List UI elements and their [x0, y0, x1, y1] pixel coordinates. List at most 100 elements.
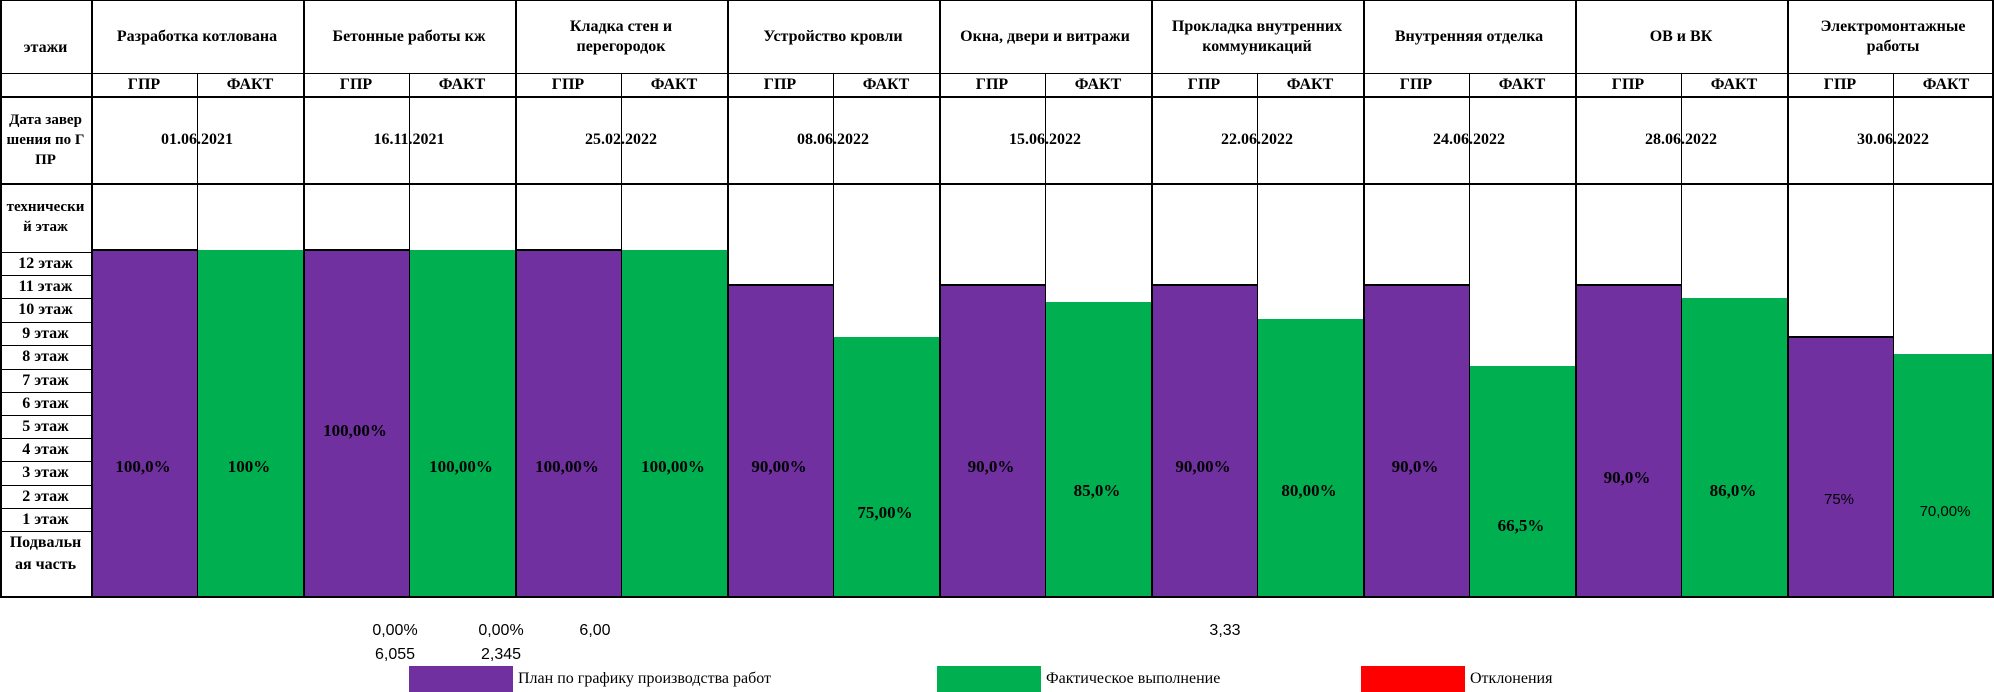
grid-line [1787, 0, 1789, 596]
fact-value-label: 85,0% [1073, 481, 1121, 500]
fact-header: ФАКТ [1710, 75, 1758, 93]
plan-header: ГПР [339, 75, 373, 93]
fact-value-label: 100,00% [429, 457, 493, 476]
grid-line [0, 252, 91, 253]
fact-header: ФАКТ [1074, 75, 1122, 93]
floor-label: 3 этаж [22, 464, 69, 481]
plan-bar [515, 250, 621, 596]
floor-label: 1 этаж [22, 511, 69, 528]
grid-line [1257, 73, 1258, 596]
bar-top-line [91, 249, 197, 251]
fact-bar [833, 336, 939, 596]
fact-bar [409, 250, 515, 596]
grid-line [197, 73, 198, 596]
stage-title: Прокладка внутренних коммуникаций [1171, 17, 1343, 55]
floor-label: 4 этаж [22, 441, 69, 458]
legend-swatch [409, 666, 513, 692]
grid-line [0, 438, 91, 439]
plan-value-label: 90,0% [1391, 457, 1439, 476]
grid-line [0, 415, 91, 416]
bar-top-line [1151, 283, 1257, 286]
floor-label: 12 этаж [18, 255, 73, 272]
stage-title: Внутренняя отделка [1394, 27, 1544, 45]
plan-value-label: 100,00% [323, 421, 387, 440]
plan-bar [939, 284, 1045, 596]
grid-line [0, 0, 1994, 1]
grid-line [0, 96, 1994, 98]
grid-line [0, 596, 1994, 598]
tech-floor-label: технический этаж [6, 198, 85, 235]
stage-title: Бетонные работы кж [332, 27, 486, 45]
fact-value-label: 66,5% [1497, 516, 1545, 535]
plan-value-label: 100,00% [535, 457, 599, 476]
grid-line [0, 322, 91, 323]
plan-bar [1151, 284, 1257, 596]
row-header: этажи [23, 39, 68, 56]
plan-value-label: 90,0% [1603, 468, 1651, 487]
grid-line [0, 345, 91, 346]
grid-line [0, 485, 91, 486]
legend-swatch [937, 666, 1041, 692]
plan-header: ГПР [1823, 75, 1857, 93]
plan-header: ГПР [1611, 75, 1645, 93]
legend-swatch [1361, 666, 1465, 692]
legend-label: План по графику производства работ [518, 670, 772, 687]
bar-top-line [1363, 283, 1469, 286]
grid-line [0, 73, 1994, 74]
fact-header: ФАКТ [1922, 75, 1970, 93]
grid-line [0, 531, 91, 532]
plan-value-label: 90,0% [967, 457, 1015, 476]
bar-top-line [939, 283, 1045, 286]
floor-label: 7 этаж [22, 372, 69, 389]
bar-top-line [727, 283, 833, 286]
fact-bar [1681, 298, 1787, 596]
stage-title: Устройство кровли [763, 27, 903, 45]
floor-label: 2 этаж [22, 488, 69, 505]
plan-value-label: 90,00% [1175, 457, 1231, 476]
legend-label: Отклонения [1470, 670, 1553, 687]
fact-value-label: 100,00% [641, 457, 705, 476]
bar-top-line [1787, 335, 1893, 338]
plan-header: ГПР [975, 75, 1009, 93]
plan-header: ГПР [1187, 75, 1221, 93]
grid-line [0, 392, 91, 393]
plan-value-label: 90,00% [751, 457, 807, 476]
stage-title: Кладка стен и перегородок [569, 17, 673, 55]
plan-header: ГПР [763, 75, 797, 93]
fact-value-label: 86,0% [1709, 481, 1757, 500]
bar-top-line [515, 249, 621, 251]
stage-date: 30.06.2022 [1857, 130, 1929, 148]
fact-value-label: 80,00% [1281, 481, 1337, 500]
fact-bar [1045, 301, 1151, 596]
fact-header: ФАКТ [1286, 75, 1334, 93]
stage-title: Электромонтажные работы [1820, 17, 1966, 55]
fact-header: ФАКТ [862, 75, 910, 93]
bar-top-line [303, 249, 409, 251]
plan-header: ГПР [127, 75, 161, 93]
fact-header: ФАКТ [226, 75, 274, 93]
note-value: 2,345 [480, 646, 522, 663]
plan-bar [303, 250, 409, 596]
note-value: 3,33 [1209, 622, 1241, 639]
floor-label: 10 этаж [18, 301, 73, 318]
plan-bar [1575, 284, 1681, 596]
fact-bar [1469, 365, 1575, 596]
grid-line [939, 0, 941, 596]
grid-line [1992, 0, 1994, 596]
stage-title: ОВ и ВК [1649, 27, 1713, 45]
note-value: 6,00 [579, 622, 611, 639]
grid-line [1045, 73, 1046, 596]
fact-bar [197, 250, 303, 596]
note-value: 6,055 [374, 646, 416, 663]
floor-label: Подвальная часть [9, 534, 82, 573]
plan-bar [91, 250, 197, 596]
fact-header: ФАКТ [650, 75, 698, 93]
fact-value-label: 75,00% [857, 503, 913, 522]
grid-line [833, 73, 834, 596]
fact-bar [1257, 319, 1363, 596]
grid-line [515, 0, 517, 596]
grid-line [1151, 0, 1153, 596]
note-value: 0,00% [372, 622, 418, 639]
plan-header: ГПР [551, 75, 585, 93]
grid-line [409, 73, 410, 596]
